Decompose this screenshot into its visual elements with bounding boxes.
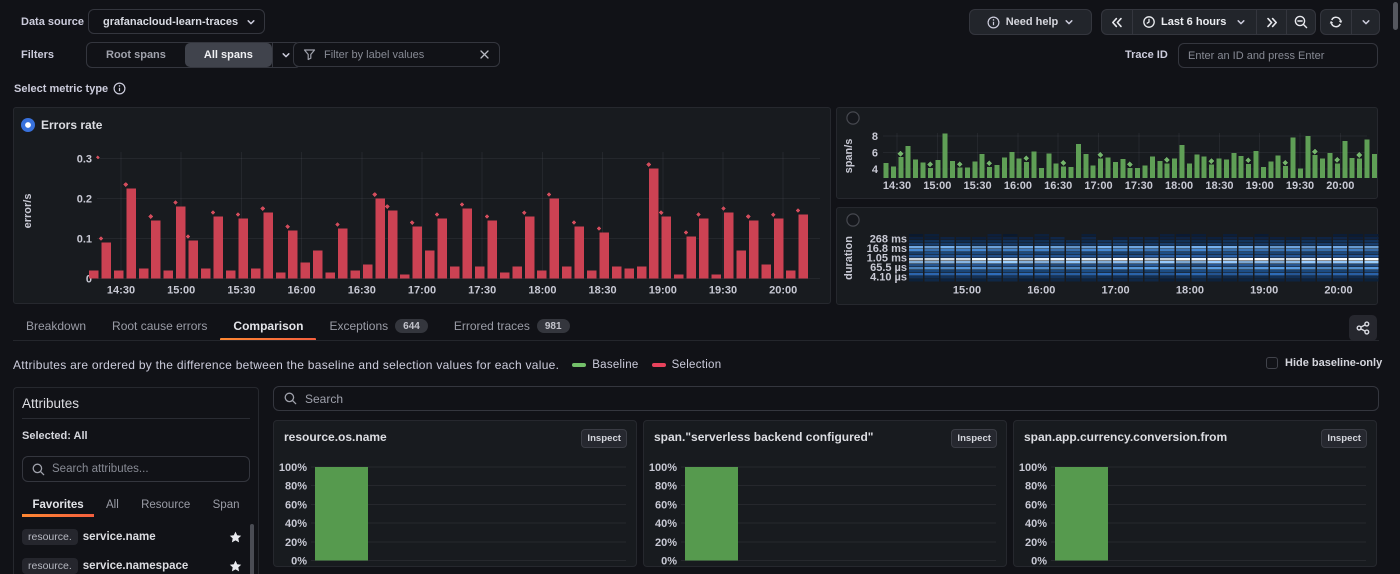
svg-text:40%: 40% — [1025, 518, 1047, 530]
svg-text:18:00: 18:00 — [528, 285, 556, 297]
svg-text:17:30: 17:30 — [468, 285, 496, 297]
svg-text:0%: 0% — [1031, 556, 1047, 568]
svg-text:duration: duration — [843, 236, 855, 280]
svg-text:span/s: span/s — [843, 139, 855, 174]
svg-text:80%: 80% — [1025, 481, 1047, 493]
svg-text:14:30: 14:30 — [107, 285, 135, 297]
svg-text:6: 6 — [872, 147, 878, 159]
svg-text:15:30: 15:30 — [964, 180, 992, 192]
svg-text:8: 8 — [872, 131, 878, 143]
svg-text:60%: 60% — [285, 499, 307, 511]
svg-text:18:30: 18:30 — [589, 285, 617, 297]
svg-text:17:00: 17:00 — [1102, 285, 1130, 297]
svg-text:40%: 40% — [285, 518, 307, 530]
svg-text:14:30: 14:30 — [883, 180, 911, 192]
svg-text:15:00: 15:00 — [923, 180, 951, 192]
svg-text:80%: 80% — [655, 481, 677, 493]
svg-text:0%: 0% — [291, 556, 307, 568]
svg-text:15:00: 15:00 — [953, 285, 981, 297]
svg-text:100%: 100% — [279, 462, 307, 474]
svg-text:4: 4 — [872, 164, 879, 176]
svg-text:18:00: 18:00 — [1176, 285, 1204, 297]
svg-text:0%: 0% — [661, 556, 677, 568]
svg-text:20%: 20% — [655, 537, 677, 549]
svg-text:0.1: 0.1 — [77, 234, 92, 246]
svg-text:16:00: 16:00 — [288, 285, 316, 297]
svg-text:18:30: 18:30 — [1205, 180, 1233, 192]
svg-text:16:30: 16:30 — [348, 285, 376, 297]
svg-text:19:00: 19:00 — [649, 285, 677, 297]
svg-text:16:00: 16:00 — [1027, 285, 1055, 297]
svg-text:60%: 60% — [1025, 499, 1047, 511]
svg-text:0: 0 — [86, 274, 92, 286]
svg-text:100%: 100% — [649, 462, 677, 474]
svg-text:19:00: 19:00 — [1250, 285, 1278, 297]
svg-text:19:30: 19:30 — [709, 285, 737, 297]
svg-text:100%: 100% — [1019, 462, 1047, 474]
svg-text:20:00: 20:00 — [1326, 180, 1354, 192]
svg-text:20%: 20% — [285, 537, 307, 549]
svg-text:error/s: error/s — [22, 194, 34, 229]
svg-text:40%: 40% — [655, 518, 677, 530]
svg-text:16.8 ms: 16.8 ms — [867, 243, 907, 255]
svg-text:17:30: 17:30 — [1125, 180, 1153, 192]
svg-text:16:30: 16:30 — [1044, 180, 1072, 192]
svg-text:20:00: 20:00 — [769, 285, 797, 297]
svg-text:4.10 µs: 4.10 µs — [870, 272, 907, 284]
svg-text:0.3: 0.3 — [77, 154, 92, 166]
svg-text:268 ms: 268 ms — [870, 234, 907, 246]
svg-text:0.2: 0.2 — [77, 194, 92, 206]
svg-text:19:30: 19:30 — [1286, 180, 1314, 192]
svg-text:1.05 ms: 1.05 ms — [867, 253, 907, 265]
svg-text:65.5 µs: 65.5 µs — [870, 262, 907, 274]
svg-text:15:30: 15:30 — [227, 285, 255, 297]
svg-text:20%: 20% — [1025, 537, 1047, 549]
svg-text:17:00: 17:00 — [1084, 180, 1112, 192]
svg-text:17:00: 17:00 — [408, 285, 436, 297]
svg-text:15:00: 15:00 — [167, 285, 195, 297]
svg-text:19:00: 19:00 — [1246, 180, 1274, 192]
svg-text:80%: 80% — [285, 481, 307, 493]
svg-text:18:00: 18:00 — [1165, 180, 1193, 192]
svg-text:60%: 60% — [655, 499, 677, 511]
svg-text:16:00: 16:00 — [1004, 180, 1032, 192]
svg-text:20:00: 20:00 — [1324, 285, 1352, 297]
